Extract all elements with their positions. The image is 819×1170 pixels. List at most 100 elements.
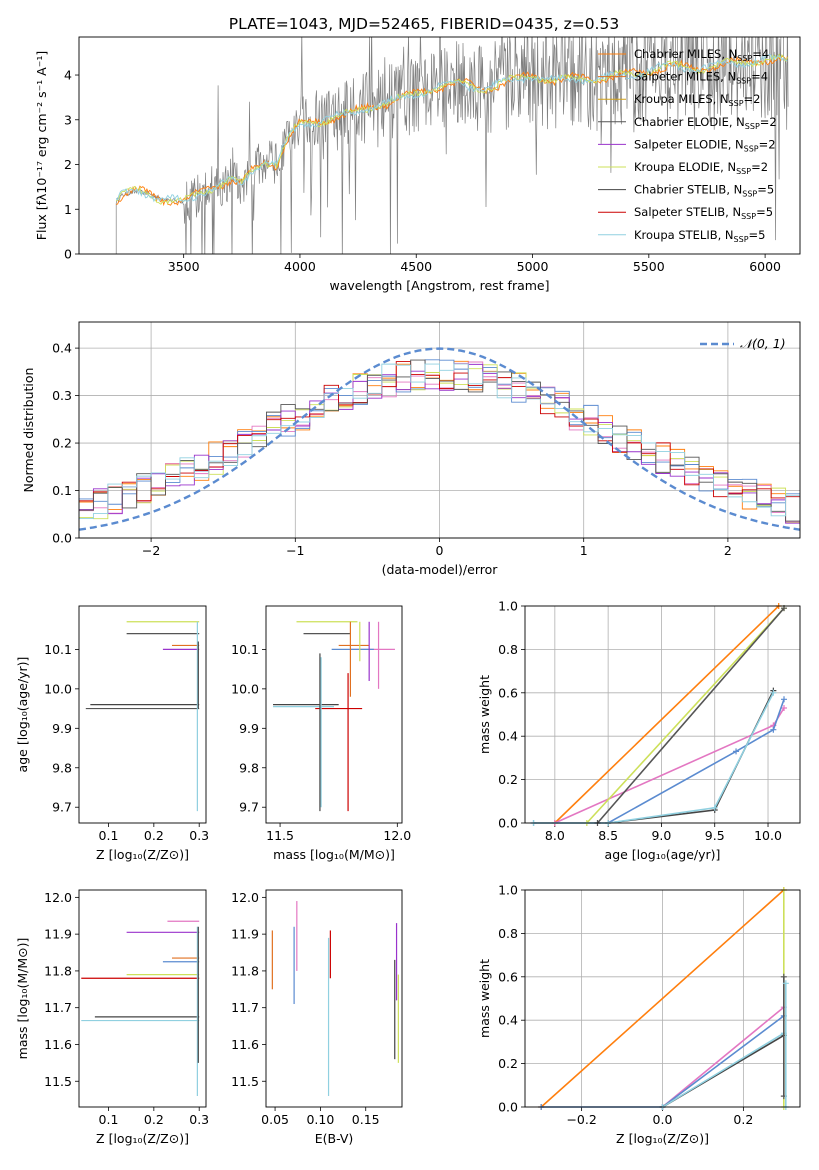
mass_vs_ebv-panel: 0.05 0.10 0.15 11.5 11.6 11.7 11.8 11.9 12.0 E(B-…: [231, 889, 403, 1146]
y-tick-label: 0.4: [498, 1013, 518, 1028]
x-tick-label: 8.5: [598, 828, 618, 843]
axes-frame: [78, 321, 801, 539]
x-axis-label: age [log₁₀(age/yr)]: [605, 847, 721, 862]
x-tick-label: −0.2: [566, 1112, 596, 1127]
y-axis-label: mass weight: [477, 959, 492, 1038]
weight-series-line: [554, 605, 780, 824]
y-tick-label: 11.7: [44, 1000, 72, 1015]
y-tick-label: 0.4: [52, 341, 72, 356]
legend-entry: Salpeter MILES, NSSP=4: [634, 70, 768, 86]
y-tick-label: 9.7: [52, 800, 72, 815]
weight-series-line: [596, 607, 785, 824]
y-tick-label: 11.9: [231, 927, 259, 942]
legend-entry: Kroupa ELODIE, NSSP=2: [634, 160, 768, 176]
y-tick-label: 0.0: [498, 1100, 518, 1115]
x-axis-label: wavelength [Angstrom, rest frame]: [329, 278, 549, 293]
y-tick-label: 3: [64, 112, 72, 127]
x-axis-label: Z [log₁₀(Z/Z⊙)]: [96, 1131, 189, 1146]
y-axis-label: age [log₁₀(age/yr)]: [15, 657, 30, 773]
x-tick-label: 4500: [400, 259, 432, 274]
y-tick-label: 11.6: [231, 1037, 259, 1052]
y-axis-label: mass weight: [477, 675, 492, 754]
x-tick-label: 9.0: [651, 828, 671, 843]
spectrum-data-line: [115, 37, 789, 254]
x-axis-label: mass [log₁₀(M/M⊙)]: [273, 847, 395, 862]
weight-point: [781, 704, 788, 711]
x-tick-label: 11.5: [266, 828, 294, 843]
y-tick-label: 0.2: [498, 772, 518, 787]
y-tick-label: 11.8: [231, 963, 259, 978]
x-tick-label: 10.0: [754, 828, 782, 843]
y-tick-label: 0.0: [52, 531, 72, 546]
x-tick-label: 0.1: [99, 1112, 119, 1127]
normal-curve: [79, 347, 800, 531]
weight_vs_age-panel: 8.0 8.5 9.0 9.5 10.0 0.0 0.2 0.4 0.6 0.8 1.0 age [l…: [477, 599, 801, 862]
histogram-step: [79, 363, 800, 523]
spectrum-model-line: [116, 55, 788, 207]
y-tick-label: 9.8: [52, 760, 72, 775]
y-tick-label: 0.2: [52, 436, 72, 451]
x-tick-label: 3500: [168, 259, 200, 274]
y-tick-label: 0.2: [498, 1056, 518, 1071]
axes-frame: [524, 889, 801, 1108]
y-tick-label: 10.0: [44, 681, 72, 696]
weight-point: [780, 973, 787, 980]
y-tick-label: 11.7: [231, 1000, 259, 1015]
weight-series-line: [540, 889, 785, 1108]
y-tick-label: 11.8: [44, 963, 72, 978]
y-tick-label: 9.7: [239, 800, 259, 815]
weight-point: [733, 748, 740, 755]
x-axis-label: Z [log₁₀(Z/Z⊙)]: [96, 847, 189, 862]
x-tick-label: 5000: [517, 259, 549, 274]
legend-entry: Salpeter ELODIE, NSSP=2: [634, 137, 776, 153]
spectrum-model-line: [115, 54, 788, 203]
y-axis-label: mass [log₁₀(M/M⊙)]: [15, 938, 30, 1060]
x-tick-label: 0.2: [144, 828, 164, 843]
x-tick-label: −1: [286, 543, 304, 558]
weight-series-line: [554, 707, 785, 824]
y-tick-label: 11.9: [44, 927, 72, 942]
axes-frame: [78, 36, 801, 255]
y-tick-label: 10.1: [231, 642, 259, 657]
legend-entry: Kroupa MILES, NSSP=2: [634, 92, 760, 108]
y-tick-label: 9.8: [239, 760, 259, 775]
x-tick-label: 0.1: [99, 828, 119, 843]
y-tick-label: 0.8: [498, 642, 518, 657]
y-tick-label: 2: [64, 157, 72, 172]
x-tick-label: 1: [580, 543, 588, 558]
x-axis-label: E(B-V): [315, 1131, 354, 1146]
legend-entry: Kroupa STELIB, NSSP=5: [634, 228, 765, 244]
y-tick-label: 1: [64, 202, 72, 217]
y-tick-label: 9.9: [239, 721, 259, 736]
y-tick-label: 12.0: [231, 890, 259, 905]
weight_vs_Z-panel: −0.2 0.0 0.2 0.0 0.2 0.4 0.6 0.8 1.0 Z [log₁₀(Z/Z…: [477, 883, 801, 1146]
legend-entry: Chabrier MILES, NSSP=4: [634, 47, 769, 63]
y-tick-label: 11.6: [44, 1037, 72, 1052]
x-tick-label: 0.2: [144, 1112, 164, 1127]
spectrum-model-line: [116, 53, 788, 205]
x-tick-label: 0.3: [189, 1112, 209, 1127]
x-tick-label: 0: [436, 543, 444, 558]
y-tick-label: 11.5: [231, 1074, 259, 1089]
x-tick-label: 8.0: [545, 828, 565, 843]
x-tick-label: 0.10: [306, 1112, 334, 1127]
axes-frame: [78, 605, 207, 824]
axes-frame: [265, 889, 403, 1108]
weight-point: [770, 726, 777, 733]
axes-frame: [78, 889, 207, 1108]
x-tick-label: 5500: [633, 259, 665, 274]
y-tick-label: 0.8: [498, 926, 518, 941]
x-tick-label: 12.0: [383, 828, 411, 843]
y-tick-label: 11.5: [44, 1074, 72, 1089]
x-tick-label: −2: [142, 543, 160, 558]
y-tick-label: 1.0: [498, 883, 518, 898]
x-tick-label: 9.5: [705, 828, 725, 843]
y-tick-label: 0.1: [52, 483, 72, 498]
weight-point: [781, 696, 788, 703]
axes-frame: [524, 605, 801, 824]
mass_vs_Z-panel: 0.1 0.2 0.3 11.5 11.6 11.7 11.8 11.9 12.0 Z [log₁…: [15, 889, 209, 1146]
x-tick-label: 0.0: [653, 1112, 673, 1127]
y-tick-label: 0.3: [52, 388, 72, 403]
y-tick-label: 10.1: [44, 642, 72, 657]
